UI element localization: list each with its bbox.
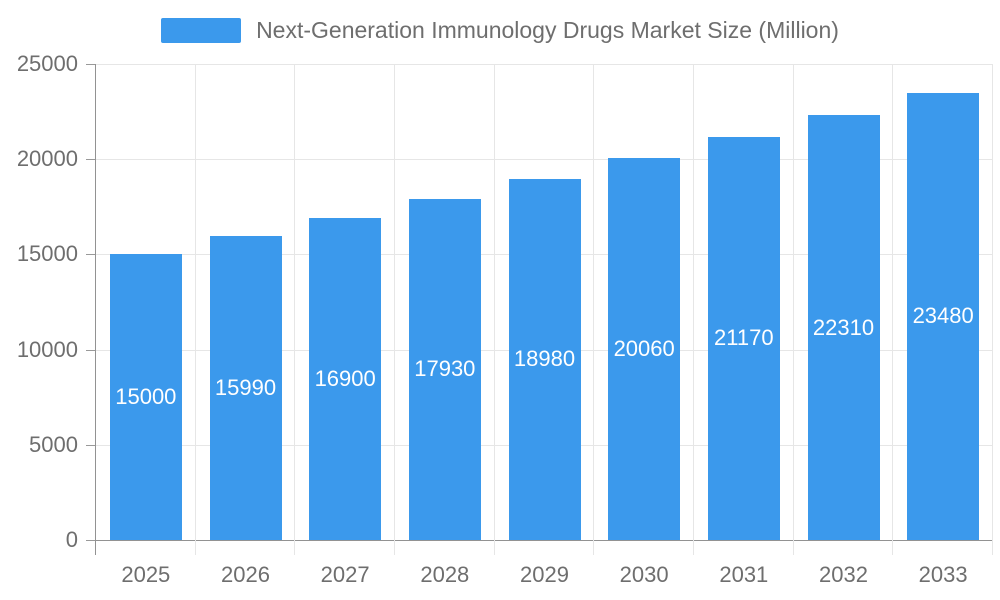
bar-value-label: 15990 <box>214 374 277 400</box>
x-axis-label: 2031 <box>719 562 769 587</box>
gridline-vertical <box>294 64 296 555</box>
y-axis-tick <box>86 444 95 446</box>
legend-label: Next-Generation Immunology Drugs Market … <box>256 17 839 43</box>
legend: Next-Generation Immunology Drugs Market … <box>0 17 1000 44</box>
legend-swatch <box>161 18 242 43</box>
bar-value-label: 17930 <box>414 356 476 382</box>
gridline-vertical <box>593 64 595 555</box>
y-axis-line <box>95 64 96 555</box>
y-axis-tick <box>86 254 95 256</box>
legend-item[interactable]: Next-Generation Immunology Drugs Market … <box>161 17 839 44</box>
y-axis-label: 20000 <box>16 146 78 172</box>
gridline-vertical <box>892 64 894 555</box>
x-axis-label: 2032 <box>819 562 868 587</box>
gridline-vertical <box>792 64 794 555</box>
y-axis-label: 5000 <box>29 431 78 457</box>
bar-2026[interactable]: 15990 <box>209 235 282 540</box>
plot-area: 0 5000 10000 15000 20000 25000 15000 2025 15990 2… <box>17 51 993 587</box>
bar-value-label: 21170 <box>714 325 774 351</box>
bar-value-label: 20060 <box>613 336 675 362</box>
bar-value-label: 22310 <box>812 314 875 340</box>
bar-2030[interactable]: 20060 <box>608 158 681 540</box>
bar-value-label: 18980 <box>513 346 576 372</box>
x-axis-label: 2030 <box>619 562 669 587</box>
bar-2028[interactable]: 17930 <box>408 198 481 540</box>
x-axis-line <box>95 540 993 541</box>
gridline-horizontal <box>96 159 993 161</box>
gridline-vertical <box>693 64 694 555</box>
x-axis-label: 2028 <box>420 562 470 587</box>
y-axis-label: 10000 <box>16 336 78 362</box>
y-axis-label: 0 <box>65 527 78 552</box>
gridline-vertical <box>194 64 196 555</box>
bar-2025[interactable]: 15000 <box>109 254 182 540</box>
gridline-vertical <box>394 64 395 555</box>
bar-2032[interactable]: 22310 <box>807 115 880 540</box>
y-axis-tick <box>86 349 95 351</box>
bar-2027[interactable]: 16900 <box>309 218 382 540</box>
bar-value-label: 16900 <box>314 366 376 392</box>
bar-2033[interactable]: 23480 <box>907 92 980 540</box>
bar-value-label: 23480 <box>912 303 974 329</box>
x-axis-label: 2027 <box>320 562 370 587</box>
bar-2031[interactable]: 21170 <box>707 136 780 540</box>
bar-2029[interactable]: 18980 <box>508 178 581 540</box>
y-axis-tick <box>86 64 95 65</box>
x-axis-label: 2029 <box>520 562 569 587</box>
x-axis-label: 2025 <box>121 562 171 587</box>
gridline-vertical <box>992 64 993 555</box>
x-axis-label: 2033 <box>918 562 968 587</box>
gridline-vertical <box>493 64 495 555</box>
y-axis-label: 15000 <box>16 241 78 267</box>
bar-value-label: 15000 <box>115 384 177 410</box>
x-axis-label: 2026 <box>221 562 270 587</box>
gridline-horizontal <box>96 64 993 65</box>
y-axis-tick <box>86 159 95 161</box>
y-axis-label: 25000 <box>16 51 78 76</box>
y-axis-tick <box>86 540 95 541</box>
